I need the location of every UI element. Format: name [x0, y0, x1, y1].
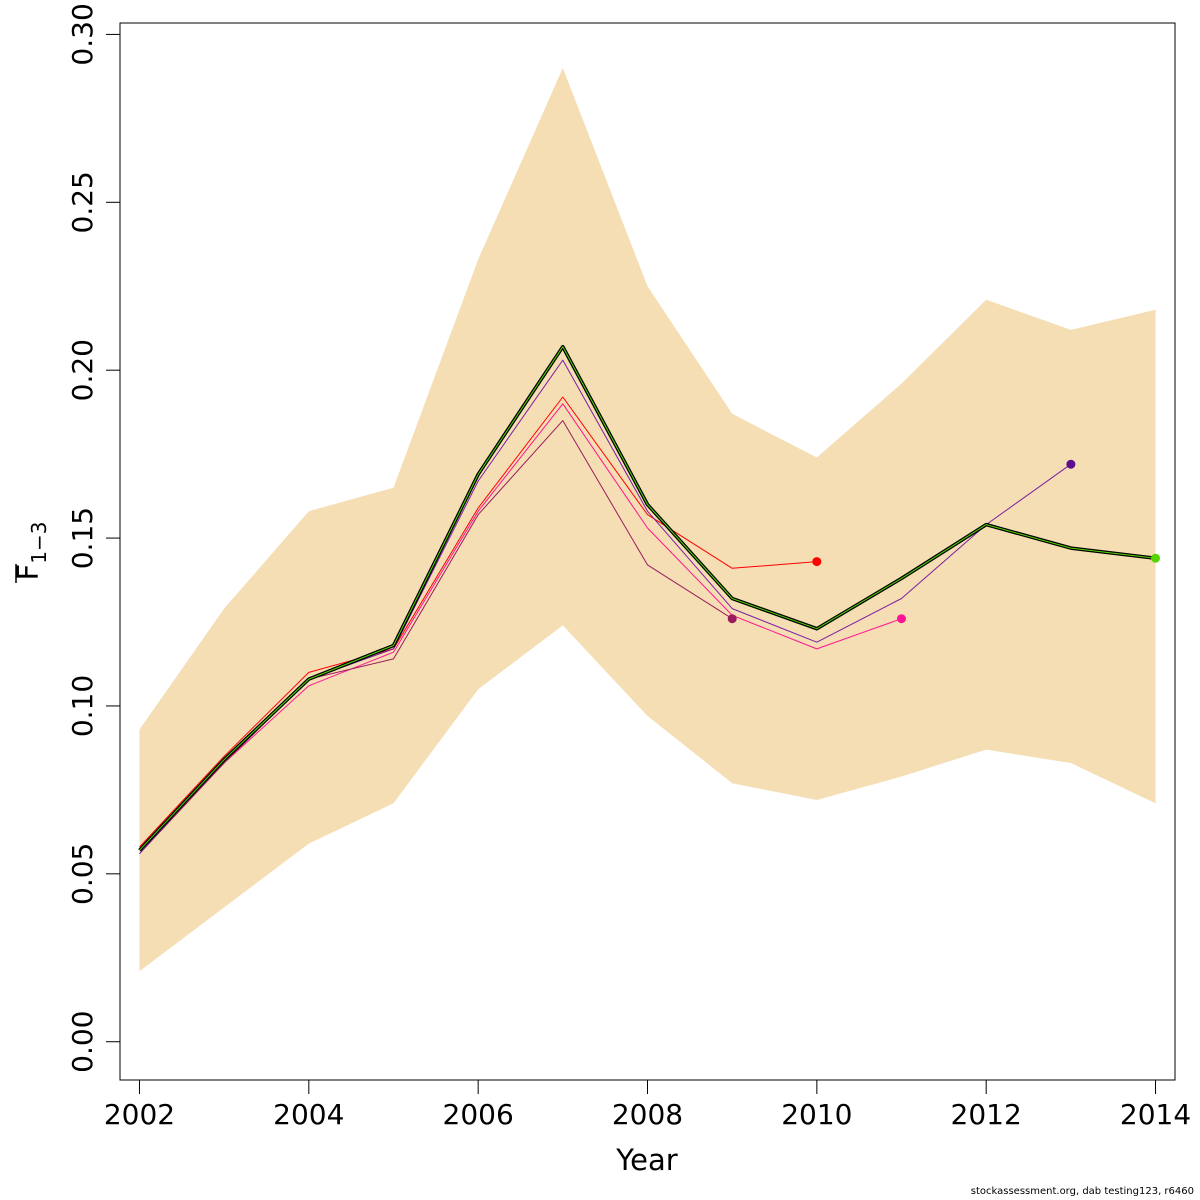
y-tick-label: 0.00 — [66, 1011, 99, 1073]
y-tick-label: 0.05 — [66, 843, 99, 905]
x-tick-label: 2006 — [443, 1098, 514, 1131]
svg-text:F1−3: F1−3 — [11, 522, 51, 581]
x-tick-label: 2008 — [612, 1098, 683, 1131]
y-axis-title-main: F — [11, 564, 45, 581]
series-line-2 — [139, 403, 902, 851]
x-tick-label: 2010 — [781, 1098, 852, 1131]
series-layer — [138, 344, 1156, 855]
end-point-1 — [727, 614, 737, 624]
y-tick-label: 0.25 — [66, 171, 99, 233]
confidence-band — [139, 68, 1156, 972]
series-line-3 — [139, 420, 733, 855]
series-line-1 — [139, 396, 817, 848]
footer-credit: stockassessment.org, dab testing123, r64… — [970, 1186, 1194, 1197]
x-tick-label: 2002 — [104, 1098, 175, 1131]
y-tick-label: 0.15 — [66, 507, 99, 569]
end-point-3 — [897, 614, 906, 624]
x-tick-label: 2014 — [1120, 1098, 1191, 1131]
confidence-band-layer — [139, 68, 1156, 972]
end-point-4 — [1066, 459, 1076, 469]
x-tick-label: 2012 — [951, 1098, 1022, 1131]
x-axis: 2002 2004 2006 2008 2010 2012 2014 — [104, 1079, 1191, 1131]
y-axis: 0.00 0.05 0.10 0.15 0.20 0.25 0.30 — [66, 3, 121, 1073]
y-tick-label: 0.30 — [66, 3, 99, 65]
end-point-2 — [812, 557, 822, 567]
x-tick-label: 2004 — [273, 1098, 344, 1131]
y-tick-label: 0.20 — [66, 339, 99, 401]
y-tick-label: 0.10 — [66, 675, 99, 737]
y-axis-title-subscript: 1−3 — [27, 522, 51, 564]
end-point-5 — [1151, 553, 1160, 563]
end-points-layer — [727, 459, 1160, 624]
series-line-6 — [139, 346, 1156, 851]
x-axis-title: Year — [615, 1143, 677, 1177]
y-axis-title: F1−3 — [11, 522, 51, 583]
